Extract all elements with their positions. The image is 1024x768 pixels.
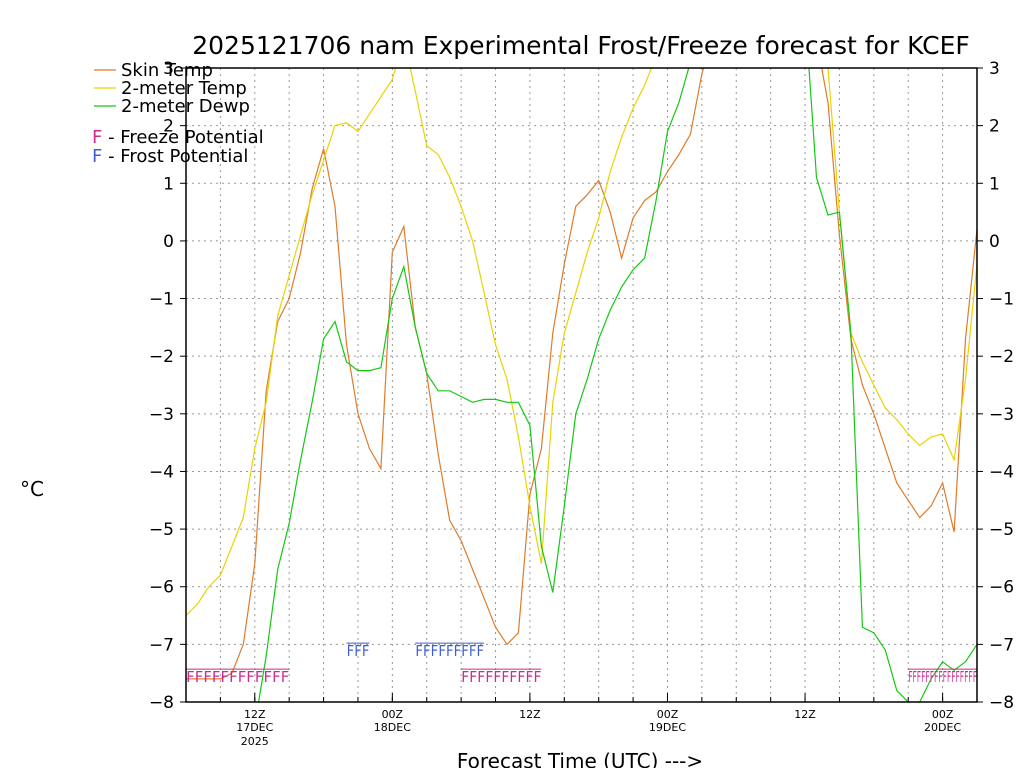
chart-title: 2025121706 nam Experimental Frost/Freeze… [192, 31, 970, 60]
x-year-label: 2025 [241, 735, 269, 748]
y-tick-label-right: 0 [989, 232, 1000, 252]
y-tick-label-left: 2 [163, 117, 174, 137]
y-tick-label-right: −1 [989, 290, 1014, 310]
y-tick-label-left: −4 [149, 462, 174, 482]
x-tick-label: 00Z [932, 708, 954, 721]
x-date-label: 20DEC [924, 721, 961, 734]
legend-label: 2-meter Temp [121, 78, 247, 99]
grid [186, 68, 977, 702]
axis-ticks: 3 3 2 2 1 1 0 0 −1 −1 −2 −2 −3 −3 −4 −4 −5 −5 −6 −6 −7 −7 −8 −8… [149, 59, 1014, 748]
x-date-label: 19DEC [649, 721, 686, 734]
x-tick-label: 12Z [244, 708, 266, 721]
y-tick-label-right: 1 [989, 174, 1000, 194]
y-tick-label-left: −5 [149, 520, 174, 540]
frost-potential-marks: FFF [346, 642, 369, 660]
y-axis-label: °C [20, 477, 44, 501]
x-date-label: 18DEC [374, 721, 411, 734]
y-tick-label-right: 3 [989, 59, 1000, 79]
y-tick-label-right: −5 [989, 520, 1014, 540]
y-tick-label-right: 2 [989, 117, 1000, 137]
potential-legend-item: F - Frost Potential [92, 146, 248, 167]
x-tick-label: 12Z [794, 708, 816, 721]
y-tick-label-right: −8 [989, 693, 1014, 713]
freeze-potential-marks: FFFFFFFFFFFF [186, 668, 289, 686]
y-tick-label-left: −3 [149, 405, 174, 425]
y-tick-label-left: −7 [149, 635, 174, 655]
x-tick-label: 00Z [382, 708, 404, 721]
y-tick-label-left: 0 [163, 232, 174, 252]
plot-frame [185, 67, 978, 703]
y-tick-label-left: −2 [149, 347, 174, 367]
freeze-potential-marks: FFFFFFFFFFFFFFFF [908, 668, 977, 686]
legend-label: Skin Temp [121, 60, 213, 81]
series-line-2-meter-dewp [257, 68, 977, 702]
legend-label: 2-meter Dewp [121, 96, 250, 117]
y-tick-label-left: −6 [149, 578, 174, 598]
series-layer [186, 68, 977, 702]
potential-legend-item: F - Freeze Potential [92, 127, 264, 148]
y-tick-label-right: −4 [989, 462, 1014, 482]
y-tick-label-left: 1 [163, 174, 174, 194]
x-tick-label: 12Z [519, 708, 541, 721]
y-tick-label-right: −2 [989, 347, 1014, 367]
y-tick-label-right: −3 [989, 405, 1014, 425]
y-tick-label-right: −7 [989, 635, 1014, 655]
y-tick-label-right: −6 [989, 578, 1014, 598]
x-date-label: 17DEC [236, 721, 273, 734]
freeze-potential-marks: FFFFFFFFFF [461, 668, 541, 686]
x-tick-label: 00Z [657, 708, 679, 721]
x-axis-label: Forecast Time (UTC) ---> [457, 749, 703, 768]
y-tick-label-left: −1 [149, 290, 174, 310]
frost-potential-marks: FFFFFFFFF [415, 642, 484, 660]
y-tick-label-left: −8 [149, 693, 174, 713]
series-line-skin-temp [186, 68, 977, 680]
potential-marks: FFFFFFFFFFFF FFFFFFFFFF FFFFFFFFFFFFFFFFFF… [186, 642, 977, 686]
y-tick-label-left: 3 [163, 59, 174, 79]
series-line-2-meter-temp [186, 68, 977, 616]
